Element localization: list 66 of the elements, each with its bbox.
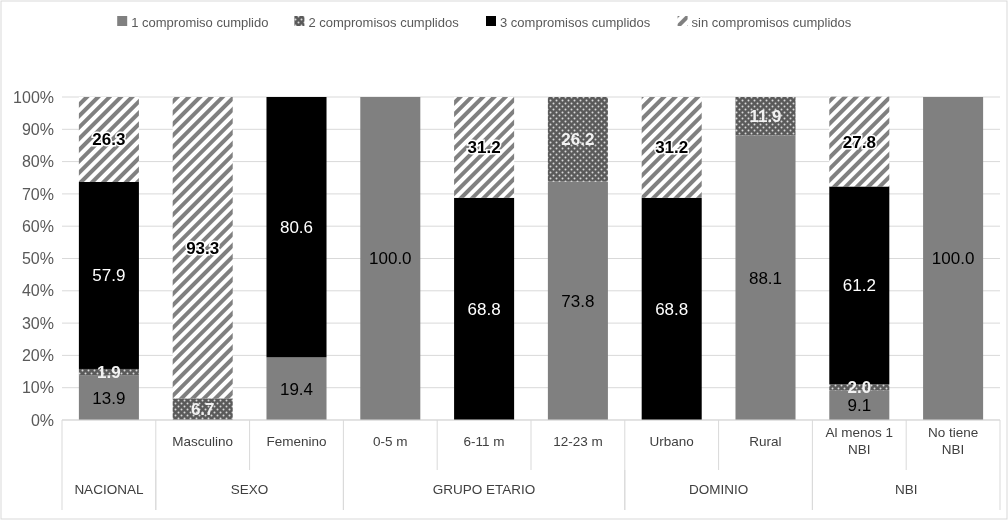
x-tick-label: 12-23 m bbox=[553, 434, 603, 449]
y-tick-label: 90% bbox=[21, 120, 54, 138]
data-label: 73.8 bbox=[561, 291, 595, 311]
data-label: 19.4 bbox=[279, 379, 314, 399]
bar bbox=[641, 97, 702, 198]
bar bbox=[735, 135, 796, 420]
data-label: 9.1 bbox=[847, 396, 872, 416]
data-label: 11.9 bbox=[749, 107, 782, 127]
data-label: 26.2 bbox=[561, 130, 595, 150]
bar bbox=[266, 97, 327, 358]
data-label: 1.9 bbox=[97, 362, 121, 382]
legend-label: 3 compromisos cumplidos bbox=[500, 14, 651, 30]
text: GRUPO ETARIO bbox=[432, 482, 536, 497]
bar bbox=[829, 96, 890, 187]
bar bbox=[266, 357, 327, 420]
bar bbox=[547, 181, 608, 420]
legend-label: 1 compromiso cumplido bbox=[131, 14, 269, 30]
data-label: 93.3 bbox=[186, 238, 220, 258]
bar bbox=[172, 97, 233, 399]
y-tick-label: 10% bbox=[21, 379, 54, 397]
text: NBI bbox=[894, 482, 918, 497]
y-tick-label: 50% bbox=[21, 250, 54, 268]
data-label: 6.7 bbox=[190, 400, 215, 420]
data-label: 68.8 bbox=[467, 299, 501, 319]
bar bbox=[923, 97, 984, 420]
text: DOMINIO bbox=[688, 482, 749, 497]
data-label: 2.0 bbox=[847, 378, 872, 398]
data-label: 100.0 bbox=[369, 249, 412, 269]
y-tick-label: 80% bbox=[21, 153, 54, 171]
data-label: 88.1 bbox=[748, 268, 783, 288]
legend-label: sin compromisos cumplidos bbox=[691, 14, 852, 30]
legend-label: 2 compromisos cumplidos bbox=[308, 14, 460, 30]
data-label: 27.8 bbox=[842, 132, 876, 152]
data-label: 57.9 bbox=[92, 266, 126, 286]
y-tick-label: 40% bbox=[21, 282, 54, 300]
x-tick-label: No tiene NBI bbox=[927, 425, 979, 457]
y-tick-label: 20% bbox=[21, 347, 54, 364]
x-tick-label: Rural bbox=[749, 434, 782, 449]
data-label: 26.3 bbox=[92, 130, 126, 150]
x-tick-label: Urbano bbox=[649, 434, 694, 449]
text: SEXO bbox=[230, 482, 269, 497]
bar bbox=[360, 97, 421, 420]
x-tick-label: Masculino bbox=[172, 434, 234, 449]
data-label: 68.8 bbox=[655, 299, 689, 319]
data-label: 80.6 bbox=[279, 218, 314, 238]
data-label: 61.2 bbox=[842, 276, 876, 296]
y-tick-label: 60% bbox=[21, 217, 54, 235]
data-label: 100.0 bbox=[931, 249, 975, 269]
y-tick-label: 70% bbox=[21, 185, 54, 203]
bar bbox=[454, 97, 515, 198]
text: NACIONAL bbox=[74, 482, 144, 497]
data-label: 31.2 bbox=[655, 138, 689, 158]
x-tick-label: Femenino bbox=[266, 434, 327, 449]
bar bbox=[547, 97, 608, 182]
data-label: 31.2 bbox=[467, 138, 501, 158]
bar bbox=[454, 197, 515, 420]
bar bbox=[735, 97, 796, 136]
bar bbox=[78, 97, 139, 182]
x-tick-label: 0-5 m bbox=[373, 434, 408, 449]
y-tick-label: 30% bbox=[21, 314, 54, 332]
y-tick-label: 0% bbox=[30, 411, 54, 429]
y-tick-label: 100% bbox=[13, 88, 54, 106]
x-tick-label: 6-11 m bbox=[463, 434, 505, 449]
bar bbox=[641, 197, 702, 420]
data-label: 13.9 bbox=[92, 388, 126, 408]
x-tick-label: Al menos 1 NBI bbox=[825, 425, 894, 457]
